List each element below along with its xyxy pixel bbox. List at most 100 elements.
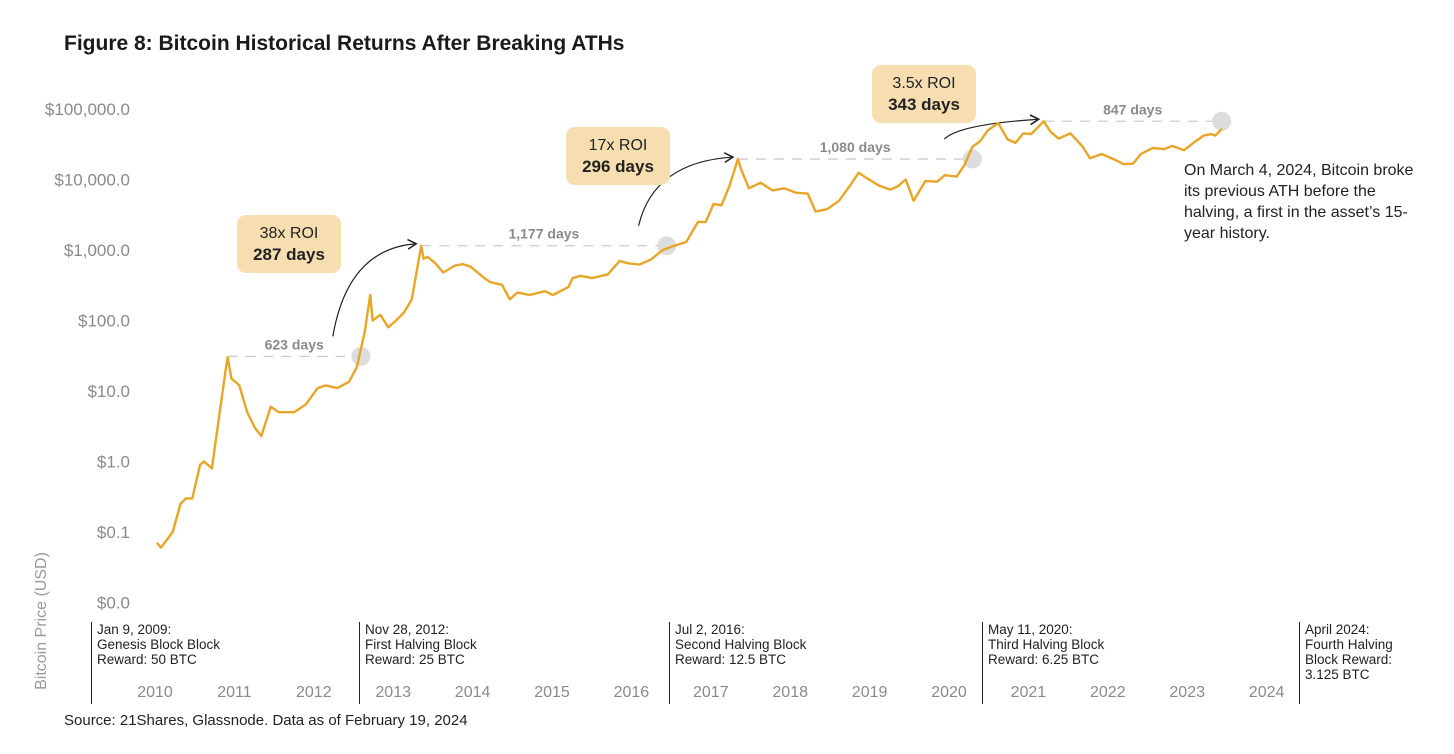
price-point — [156, 542, 158, 544]
price-point — [1014, 142, 1017, 144]
halving-name: Third Halving Block — [988, 637, 1105, 652]
x-tick-label: 2023 — [1169, 684, 1205, 701]
price-point — [591, 277, 593, 279]
price-point — [1049, 131, 1052, 133]
price-point — [1100, 153, 1103, 155]
price-point — [1171, 145, 1174, 147]
price-point — [579, 275, 582, 277]
price-point — [269, 405, 272, 408]
halving-fourth: April 2024: Fourth Halving Block Reward: 3.… — [1299, 622, 1393, 704]
price-point — [544, 290, 546, 293]
x-tick-label: 2019 — [852, 684, 888, 701]
price-point — [1022, 132, 1025, 135]
halving-date: Jan 9, 2009: — [97, 622, 172, 637]
price-point — [1132, 162, 1134, 165]
halving-name: Fourth Halving — [1305, 637, 1393, 652]
chart-title: Figure 8: Bitcoin Historical Returns Aft… — [64, 32, 625, 55]
price-point — [607, 273, 609, 276]
price-point — [348, 381, 350, 383]
roi-box-2: 17x ROI 296 days — [566, 127, 670, 185]
price-point — [1151, 147, 1154, 149]
price-point — [246, 411, 248, 414]
price-point — [971, 146, 974, 148]
price-point — [422, 258, 425, 260]
ath-break-marker — [962, 149, 982, 169]
price-point — [795, 191, 797, 194]
y-tick-label: $0.0 — [97, 594, 130, 613]
halving-third: May 11, 2020: Third Halving Block Reward: … — [982, 622, 1104, 704]
price-point — [395, 319, 397, 322]
price-point — [1006, 138, 1009, 141]
x-tick-label: 2013 — [375, 684, 411, 701]
price-point — [420, 244, 423, 247]
days-label: 847 days — [1103, 101, 1162, 117]
roi-days: 343 days — [888, 95, 960, 114]
price-point — [877, 184, 880, 187]
price-point — [771, 189, 774, 192]
price-point — [838, 199, 840, 202]
halving-name: Genesis Block Block — [97, 637, 221, 652]
roi-box-3: 3.5x ROI 343 days — [872, 65, 976, 123]
halving-first: Nov 28, 2012: First Halving Block Reward: … — [359, 622, 477, 704]
price-point — [461, 263, 464, 265]
price-point — [912, 199, 915, 202]
price-point — [650, 258, 652, 261]
price-point — [673, 244, 676, 247]
price-point — [685, 241, 687, 243]
halving-reward: Reward: 50 BTC — [97, 652, 197, 667]
y-tick-label: $1,000.0 — [64, 241, 130, 260]
price-point — [371, 319, 374, 322]
price-point — [728, 185, 731, 188]
x-tick-label: 2020 — [931, 684, 967, 701]
price-point — [697, 221, 699, 223]
price-point — [924, 180, 927, 182]
price-point — [1081, 145, 1083, 147]
price-point — [826, 208, 829, 210]
price-series-line — [156, 120, 1223, 549]
price-point — [509, 298, 511, 301]
days-label: 1,177 days — [508, 226, 579, 242]
price-point — [528, 294, 531, 296]
price-point — [293, 411, 296, 414]
price-point — [336, 387, 339, 389]
price-point — [1220, 128, 1223, 130]
price-point — [618, 260, 621, 262]
price-point — [904, 178, 907, 181]
ath-break-marker — [1212, 111, 1232, 131]
halving-date: Nov 28, 2012: — [365, 622, 450, 637]
price-point — [705, 221, 707, 223]
price-point — [226, 356, 229, 359]
price-point — [571, 277, 574, 279]
price-point — [305, 403, 307, 405]
y-tick-label: $10,000.0 — [54, 171, 130, 190]
halving-second: Jul 2, 2016: Second Halving Block Reward: … — [669, 622, 806, 704]
price-point — [806, 192, 809, 195]
price-point — [944, 174, 946, 177]
x-tick-label: 2011 — [217, 684, 252, 701]
roi-arrow — [332, 238, 418, 337]
roi-box-1: 38x ROI 287 days — [237, 215, 341, 273]
price-point — [963, 164, 966, 166]
price-point — [1112, 158, 1115, 160]
source-note: Source: 21Shares, Glassnode. Data as of … — [64, 712, 468, 729]
price-point — [1057, 137, 1060, 140]
x-tick-label: 2014 — [455, 684, 491, 701]
roi-arrow — [943, 114, 1041, 140]
halving-date: May 11, 2020: — [988, 622, 1073, 637]
price-point — [955, 175, 958, 178]
halving-date: Jul 2, 2016: — [675, 622, 745, 637]
price-point — [897, 185, 899, 188]
price-point — [265, 418, 268, 420]
x-tick-label: 2021 — [1011, 684, 1047, 701]
price-point — [179, 503, 182, 505]
x-tick-label: 2017 — [693, 684, 729, 701]
price-point — [230, 377, 233, 380]
x-tick-label: 2012 — [296, 684, 332, 701]
price-point — [489, 281, 492, 283]
price-point — [211, 467, 213, 470]
price-point — [857, 171, 860, 174]
price-point — [979, 140, 981, 142]
price-point — [426, 256, 429, 258]
price-point — [369, 294, 372, 296]
